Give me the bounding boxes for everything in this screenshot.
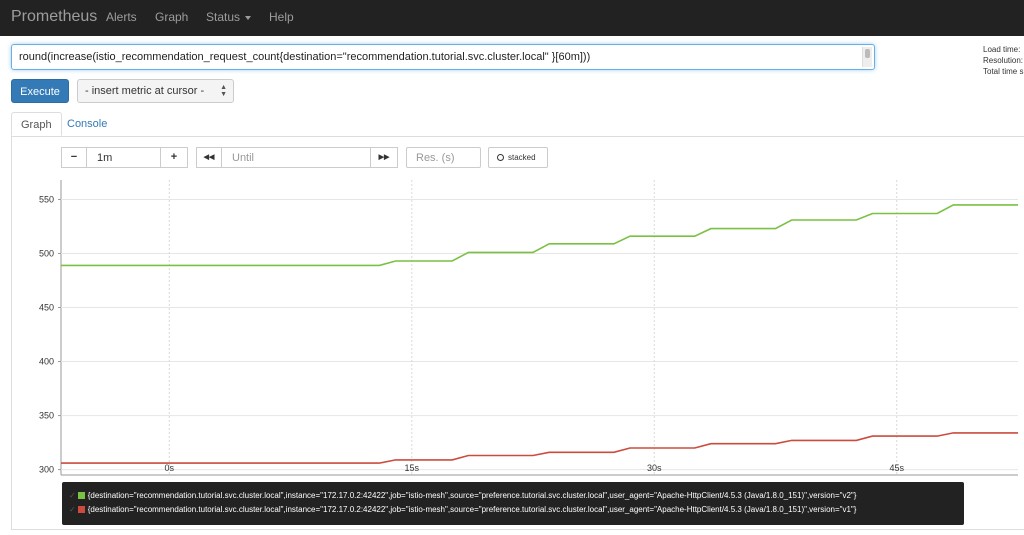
expression-scrollbar[interactable]: [862, 47, 872, 67]
total-time-label: Total time s: [983, 67, 1024, 76]
resolution-input[interactable]: Res. (s): [406, 147, 481, 168]
check-icon: ✓: [69, 491, 76, 500]
until-input[interactable]: Until: [221, 147, 371, 168]
end-forward-button[interactable]: ▶▶: [370, 147, 398, 168]
execute-button[interactable]: Execute: [11, 79, 69, 103]
select-arrows-icon: ▲ ▼: [220, 84, 227, 98]
tab-graph[interactable]: Graph: [11, 112, 62, 136]
stacked-label: stacked: [508, 153, 536, 162]
end-back-button[interactable]: ◀◀: [196, 147, 222, 168]
legend-entry-v2[interactable]: ✓ {destination="recommendation.tutorial.s…: [69, 491, 856, 505]
check-icon: ✓: [69, 505, 76, 514]
nav-alerts[interactable]: Alerts: [106, 10, 137, 24]
nav-help[interactable]: Help: [269, 10, 294, 24]
legend-label-v1: {destination="recommendation.tutorial.sv…: [87, 505, 857, 514]
legend: ✓ {destination="recommendation.tutorial.s…: [62, 482, 964, 525]
load-time-label: Load time:: [983, 45, 1021, 54]
until-placeholder: Until: [232, 152, 255, 164]
expression-text: round(increase(istio_recommendation_requ…: [19, 51, 591, 63]
caret-down-icon: [245, 15, 252, 20]
range-increase-button[interactable]: +: [160, 147, 188, 168]
range-decrease-button[interactable]: −: [61, 147, 87, 168]
resolution-label: Resolution:: [983, 56, 1024, 65]
stacked-radio-icon: [497, 154, 504, 161]
legend-swatch-v2: [77, 492, 85, 499]
insert-metric-select[interactable]: - insert metric at cursor - ▲ ▼: [77, 79, 234, 103]
range-input[interactable]: 1m: [86, 147, 161, 168]
nav-status-label: Status: [206, 10, 241, 24]
legend-swatch-v1: [77, 506, 85, 513]
legend-entry-v1[interactable]: ✓ {destination="recommendation.tutorial.s…: [69, 505, 856, 519]
resolution-placeholder: Res. (s): [416, 152, 455, 164]
tab-console[interactable]: Console: [67, 118, 108, 130]
nav-status[interactable]: Status: [206, 10, 252, 24]
nav-graph[interactable]: Graph: [155, 10, 189, 24]
range-value: 1m: [97, 152, 113, 164]
navbar: Prometheus Alerts Graph Status Help: [0, 0, 1024, 36]
legend-label-v2: {destination="recommendation.tutorial.sv…: [87, 491, 857, 500]
stacked-toggle[interactable]: stacked: [488, 147, 548, 168]
graph-panel: [11, 136, 1024, 530]
expression-input[interactable]: round(increase(istio_recommendation_requ…: [11, 44, 875, 70]
tab-bar: Graph Console: [11, 112, 1024, 137]
insert-metric-label: - insert metric at cursor -: [85, 85, 205, 97]
brand-link[interactable]: Prometheus: [11, 8, 98, 25]
